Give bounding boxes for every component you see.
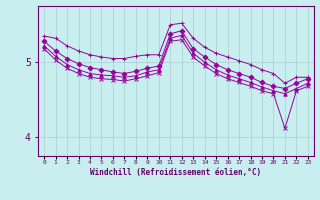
X-axis label: Windchill (Refroidissement éolien,°C): Windchill (Refroidissement éolien,°C): [91, 168, 261, 177]
